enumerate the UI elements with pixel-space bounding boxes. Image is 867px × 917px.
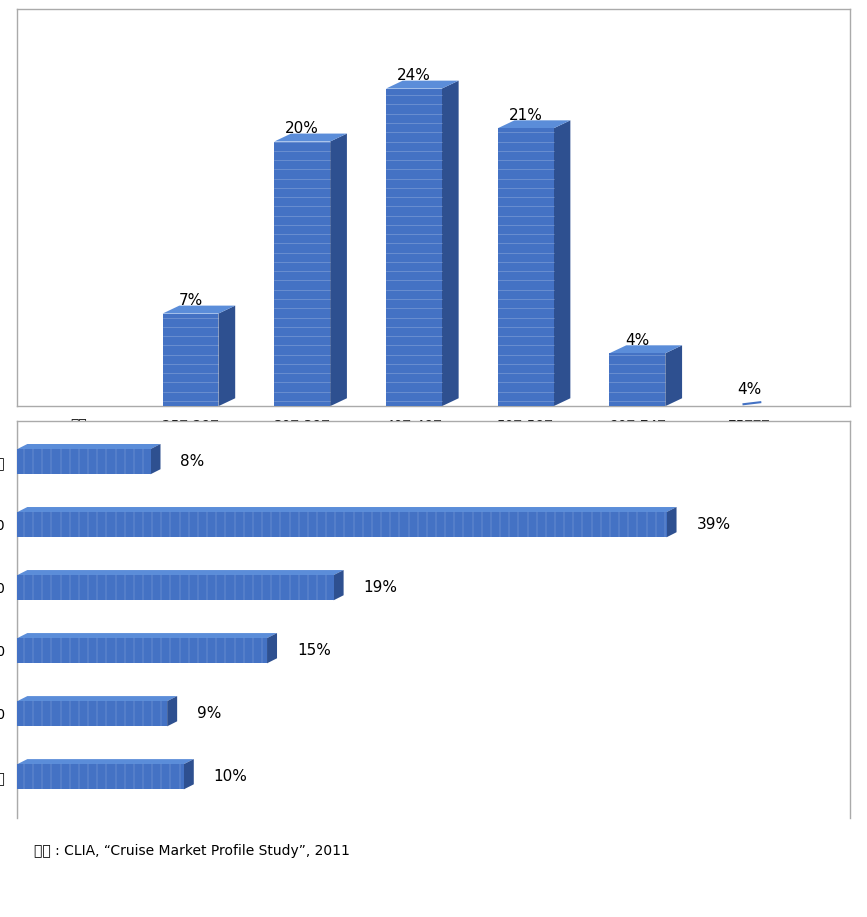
Text: 19%: 19% xyxy=(363,580,398,595)
Polygon shape xyxy=(17,507,676,512)
Polygon shape xyxy=(442,81,459,406)
Polygon shape xyxy=(554,120,570,406)
Bar xyxy=(17,702,167,726)
Text: 20%: 20% xyxy=(285,121,319,137)
Polygon shape xyxy=(151,444,160,474)
Bar xyxy=(17,638,267,663)
Bar xyxy=(386,89,442,406)
Polygon shape xyxy=(267,633,277,663)
Polygon shape xyxy=(274,134,347,141)
Bar xyxy=(17,764,184,790)
Bar xyxy=(17,575,334,601)
Polygon shape xyxy=(218,305,235,406)
Polygon shape xyxy=(665,346,682,406)
Polygon shape xyxy=(17,570,343,575)
Polygon shape xyxy=(184,759,194,790)
Bar xyxy=(163,314,218,406)
Bar xyxy=(17,449,151,474)
Polygon shape xyxy=(386,81,459,89)
Polygon shape xyxy=(334,570,343,601)
Text: 15%: 15% xyxy=(297,643,331,658)
Text: 9%: 9% xyxy=(197,706,221,722)
Text: 8%: 8% xyxy=(180,454,205,470)
Text: 7%: 7% xyxy=(179,293,203,308)
Bar xyxy=(17,512,667,537)
Bar xyxy=(610,353,665,406)
Polygon shape xyxy=(17,633,277,638)
Text: 10%: 10% xyxy=(214,769,248,784)
Polygon shape xyxy=(167,696,177,726)
Text: 21%: 21% xyxy=(509,108,543,123)
Text: 39%: 39% xyxy=(696,517,731,532)
Text: 4%: 4% xyxy=(737,381,761,397)
Text: 자료 : CLIA, “Cruise Market Profile Study”, 2011: 자료 : CLIA, “Cruise Market Profile Study”… xyxy=(34,844,350,857)
Text: 4%: 4% xyxy=(625,333,649,348)
Bar xyxy=(274,141,330,406)
Polygon shape xyxy=(17,696,177,702)
Polygon shape xyxy=(610,346,682,353)
Polygon shape xyxy=(17,759,194,764)
Polygon shape xyxy=(498,120,570,128)
Polygon shape xyxy=(163,305,235,314)
Text: 24%: 24% xyxy=(397,68,431,83)
Polygon shape xyxy=(17,444,160,449)
Polygon shape xyxy=(330,134,347,406)
Bar xyxy=(498,128,554,406)
Polygon shape xyxy=(667,507,676,537)
